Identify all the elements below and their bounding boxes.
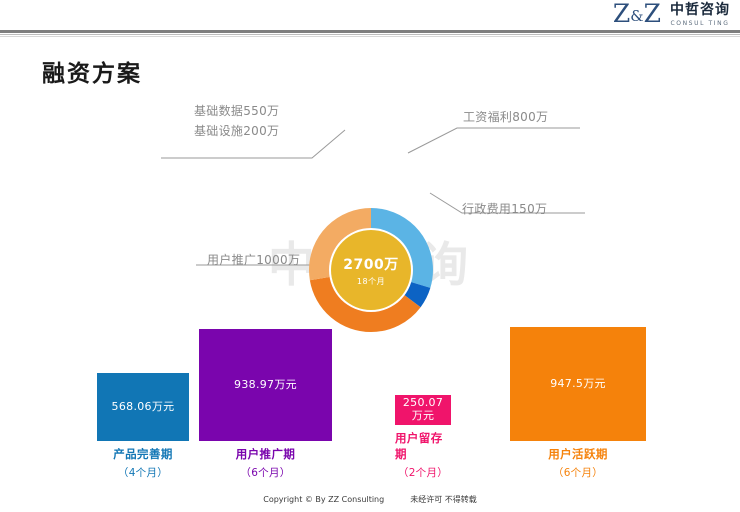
donut-label-salary-welfare: 工资福利800万 [463, 110, 549, 124]
bar-value-label: 568.06万元 [111, 399, 175, 413]
donut-center-period: 18个月 [356, 276, 386, 286]
brand-chinese-name: 中哲咨询 [670, 2, 730, 18]
bar-column-retention: 250.07 万元 用户留存期 （2个月） [395, 395, 451, 480]
bar-column-promotion: 938.97万元 用户推广期 （6个月） [199, 329, 332, 480]
brand-chinese-subtitle: CONSUL TING [670, 20, 730, 28]
bar-period-label: （2个月） [397, 467, 449, 479]
donut-label-admin-fee: 行政费用150万 [462, 202, 548, 216]
bar-chart: 568.06万元 产品完善期 （4个月） 938.97万元 用户推广期 （6个月… [0, 300, 740, 480]
brand-chinese-block: 中哲咨询 CONSUL TING [670, 1, 730, 27]
footer: Copyright © By ZZ Consulting 未经许可 不得转载 [0, 494, 740, 505]
brand-latin-text: Z&Z [612, 0, 661, 28]
bar-period-label: （6个月） [240, 467, 291, 479]
bar-rect: 938.97万元 [199, 329, 332, 441]
bar-category-label: 用户活跃期 [548, 447, 608, 461]
donut-label-infrastructure: 基础设施200万 [194, 124, 280, 138]
bar-rect: 568.06万元 [97, 373, 189, 441]
bar-value-label: 947.5万元 [550, 376, 606, 390]
bar-category-label: 用户推广期 [235, 447, 296, 461]
bar-rect: 947.5万元 [510, 327, 646, 441]
bar-period-label: （6个月） [552, 467, 604, 479]
bar-value-label: 250.07 [402, 396, 444, 410]
bar-category-label: 产品完善期 [113, 447, 173, 461]
donut-label-basic-data: 基础数据550万 [194, 104, 280, 118]
donut-segment-infrastructure [309, 208, 433, 332]
donut-chart: 2700万 18个月 基础数据550万 基础设施200万 工资福利800万 行政… [0, 88, 740, 332]
bar-category-label: 用户留存期 [395, 431, 443, 461]
footer-notice: 未经许可 不得转载 [410, 495, 477, 504]
bar-rect: 250.07 万元 [395, 395, 451, 425]
donut-rings [309, 208, 433, 332]
header-divider [0, 30, 740, 38]
bar-period-label: （4个月） [117, 467, 169, 479]
donut-label-user-promotion: 用户推广1000万 [207, 253, 301, 267]
footer-copyright: Copyright © By ZZ Consulting [263, 495, 385, 504]
donut-svg [309, 208, 433, 332]
bar-column-product: 568.06万元 产品完善期 （4个月） [97, 373, 189, 480]
brand-logo: Z&Z 中哲咨询 CONSUL TING [613, 1, 730, 27]
divider-line-thin [0, 34, 740, 35]
donut-center-hub: 2700万 18个月 [331, 230, 411, 310]
bar-column-active: 947.5万元 用户活跃期 （6个月） [510, 327, 646, 480]
bar-value-unit: 万元 [411, 409, 435, 422]
donut-segment-promotion [309, 208, 433, 332]
bar-value-label: 938.97万元 [234, 377, 297, 391]
donut-center-amount: 2700万 [343, 256, 399, 273]
divider-line-hairline [0, 36, 740, 37]
divider-line-thick [0, 30, 740, 33]
page-title: 融资方案 [42, 61, 142, 87]
